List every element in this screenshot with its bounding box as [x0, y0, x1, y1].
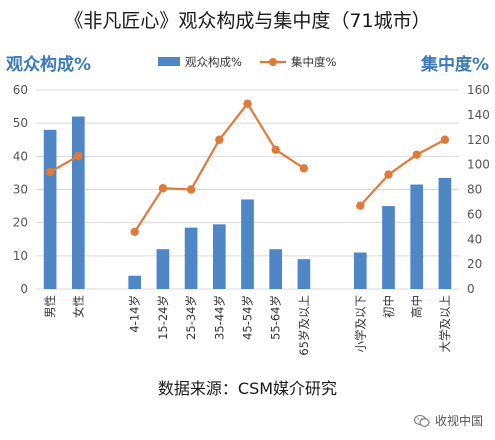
- bar: [353, 252, 367, 289]
- series-line: [359, 138, 446, 207]
- y-right-tick-label: 140: [467, 108, 490, 122]
- y-right-tick-label: 40: [467, 232, 482, 246]
- legend-bar-swatch: [158, 57, 180, 66]
- x-tick-label: 65岁及以上: [297, 295, 311, 356]
- bar: [382, 206, 395, 289]
- x-tick-label: 45-54岁: [241, 295, 255, 340]
- y-right-tick-label: 0: [467, 282, 475, 296]
- line-point: [412, 150, 421, 159]
- bar: [128, 275, 142, 289]
- bar: [241, 199, 254, 289]
- y-left-tick-label: 30: [13, 183, 28, 197]
- y-right-tick-label: 100: [467, 158, 490, 172]
- watermark-text: 收视中国: [434, 414, 483, 428]
- wechat-icon: [413, 414, 430, 427]
- x-tick-label: 55-64岁: [269, 295, 283, 340]
- x-tick-label: 男性: [43, 295, 57, 318]
- y-right-tick-label: 60: [467, 207, 482, 221]
- bar: [410, 184, 424, 289]
- bar: [71, 116, 85, 290]
- legend-line-marker: [269, 58, 277, 66]
- x-tick-label: 女性: [71, 295, 85, 318]
- line-point: [74, 151, 83, 161]
- bar: [156, 249, 170, 289]
- x-tick-label: 25-34岁: [184, 295, 198, 340]
- bar: [212, 224, 226, 289]
- x-tick-label: 初中: [382, 295, 396, 318]
- chart-title: 《非凡匠心》观众构成与集中度（71城市）: [64, 10, 431, 32]
- line-point: [271, 145, 280, 154]
- line-point: [243, 99, 252, 108]
- x-tick-label: 15-24岁: [156, 295, 170, 340]
- y-left-tick-label: 0: [20, 282, 28, 296]
- watermark: 收视中国: [413, 412, 483, 429]
- x-tick-label: 小学及以下: [353, 295, 367, 353]
- y-left-tick-label: 60: [13, 83, 28, 97]
- chart: 0 10 20 30 40 50 60 0 20 40 60 80 100 120 140 160 男性 女性 4-…: [13, 55, 490, 356]
- left-axis-title: 观众构成%: [6, 55, 92, 75]
- x-tick-label: 4-14岁: [128, 295, 142, 333]
- y-left-tick-label: 40: [13, 149, 28, 163]
- bar: [184, 227, 198, 289]
- line-point: [158, 184, 168, 193]
- line-point: [215, 135, 224, 144]
- y-right-tick-label: 120: [467, 133, 490, 147]
- series-line: [49, 154, 79, 174]
- x-tick-label: 高中: [410, 295, 424, 318]
- x-tick-label: 大学及以上: [438, 295, 452, 353]
- y-right-tick-label: 160: [467, 83, 490, 97]
- line-point: [186, 185, 196, 194]
- y-left-tick-label: 10: [13, 249, 28, 263]
- line-point: [45, 167, 55, 177]
- legend-label: 集中度%: [291, 55, 336, 69]
- data-source: 数据来源：CSM媒介研究: [157, 379, 338, 398]
- y-left-tick-label: 20: [13, 216, 28, 230]
- bar: [43, 129, 57, 289]
- line-point: [440, 135, 450, 144]
- line-point: [299, 164, 309, 173]
- x-tick-label: 35-44岁: [212, 295, 226, 340]
- line-point: [384, 170, 393, 179]
- line-point: [356, 201, 365, 210]
- bar: [438, 177, 452, 289]
- y-left-tick-label: 50: [13, 116, 28, 130]
- bar: [269, 249, 283, 289]
- line-point: [130, 227, 139, 236]
- bar: [297, 259, 311, 289]
- right-axis-title: 集中度%: [420, 55, 489, 75]
- y-right-tick-label: 20: [467, 257, 482, 271]
- y-right-tick-label: 80: [467, 183, 482, 197]
- legend-label: 观众构成%: [185, 55, 242, 69]
